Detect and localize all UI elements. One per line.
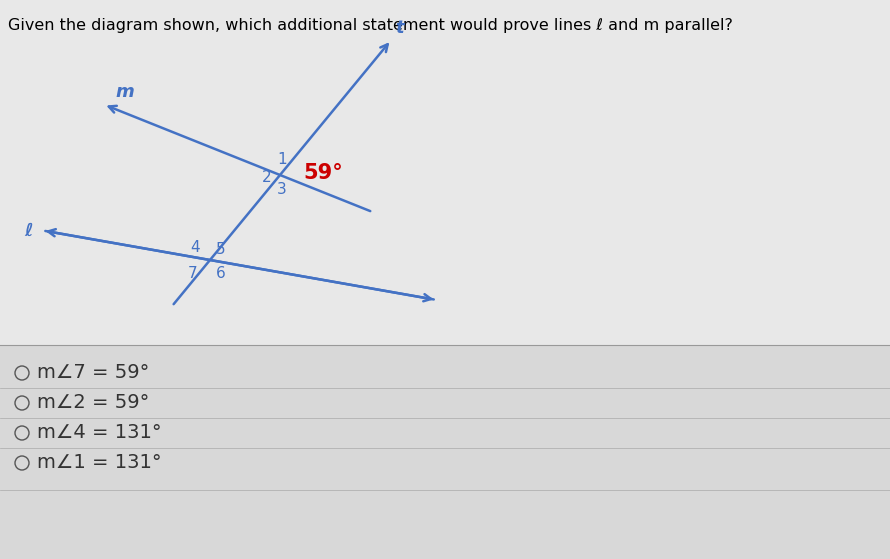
Text: m: m <box>116 83 134 101</box>
Text: 5: 5 <box>216 241 226 257</box>
Text: m∠4 = 131°: m∠4 = 131° <box>37 424 162 443</box>
Text: 1: 1 <box>277 153 287 168</box>
Text: Given the diagram shown, which additional statement would prove lines ℓ and m pa: Given the diagram shown, which additiona… <box>8 18 732 33</box>
Text: 3: 3 <box>277 182 287 197</box>
Text: 6: 6 <box>216 266 226 281</box>
Text: 59°: 59° <box>303 163 343 183</box>
Bar <box>0 345 890 559</box>
Text: t: t <box>395 19 404 37</box>
Text: m∠1 = 131°: m∠1 = 131° <box>37 453 162 472</box>
Text: m∠7 = 59°: m∠7 = 59° <box>37 363 150 382</box>
Text: 4: 4 <box>190 239 200 254</box>
Text: m∠2 = 59°: m∠2 = 59° <box>37 394 150 413</box>
Bar <box>0 0 890 345</box>
Text: 2: 2 <box>263 169 271 184</box>
Text: 7: 7 <box>188 266 198 281</box>
Text: ℓ: ℓ <box>24 221 33 239</box>
